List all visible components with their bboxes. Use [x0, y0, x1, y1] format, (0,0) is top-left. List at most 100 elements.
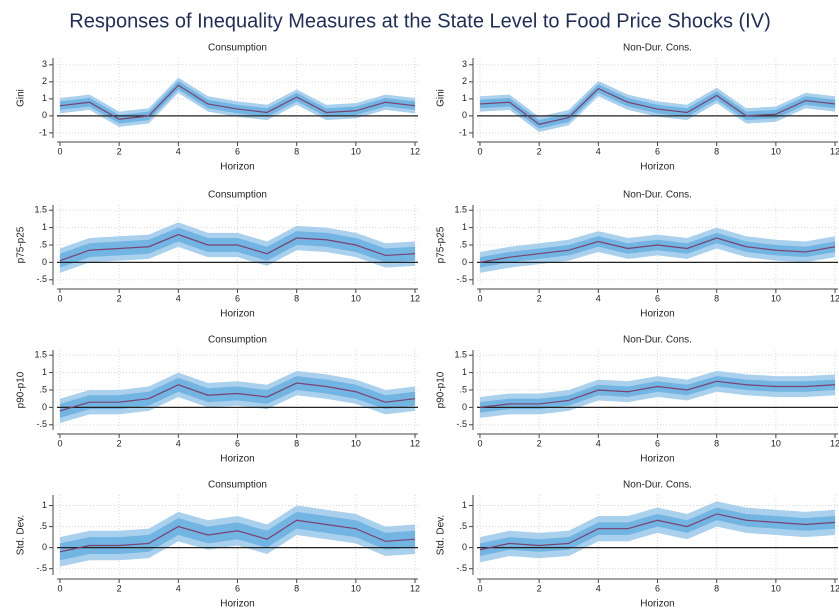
- y-tick-label: -.5: [456, 563, 467, 573]
- x-tick-label: 6: [235, 146, 240, 156]
- x-axis-label: Horizon: [640, 599, 674, 610]
- estimate-line: [479, 380, 836, 408]
- y-tick-label: -1: [459, 127, 467, 137]
- x-axis-label: Horizon: [220, 162, 254, 173]
- x-tick-label: 4: [596, 146, 601, 156]
- x-tick-label: 0: [477, 293, 482, 303]
- y-tick-label: 1.5: [454, 205, 467, 215]
- x-tick-label: 8: [294, 583, 299, 593]
- x-tick-label: 6: [655, 583, 660, 593]
- panel-title: Non-Dur. Cons.: [623, 480, 692, 491]
- panel-title: Consumption: [208, 480, 267, 491]
- confidence-band: [479, 501, 836, 563]
- y-tick-label: 1: [42, 367, 47, 377]
- y-tick-label: 1: [462, 367, 467, 377]
- x-tick-label: 8: [294, 438, 299, 448]
- x-tick-label: 6: [655, 146, 660, 156]
- x-tick-label: 10: [771, 438, 781, 448]
- estimate-line: [59, 519, 416, 553]
- y-tick-label: 1: [42, 222, 47, 232]
- y-tick-label: 0: [462, 542, 467, 552]
- x-tick-label: 12: [410, 146, 420, 156]
- y-tick-label: .5: [459, 521, 467, 531]
- y-tick-label: -.5: [456, 419, 467, 429]
- x-axis-label: Horizon: [220, 454, 254, 465]
- x-tick-label: 12: [410, 293, 420, 303]
- y-tick-label: 2: [462, 76, 467, 86]
- x-tick-label: 12: [830, 293, 839, 303]
- y-tick-label: 0: [462, 110, 467, 120]
- x-tick-label: 2: [537, 583, 542, 593]
- x-tick-label: 10: [351, 146, 361, 156]
- x-tick-label: 8: [714, 583, 719, 593]
- y-tick-label: 0: [42, 110, 47, 120]
- y-tick-label: 1: [42, 500, 47, 510]
- x-tick-label: 0: [57, 293, 62, 303]
- panel: Non-Dur. Cons.-.50.510 2 4 6 8 10 12HorizonStd…: [436, 480, 839, 610]
- x-tick-label: 0: [477, 583, 482, 593]
- x-tick-label: 6: [655, 293, 660, 303]
- x-tick-label: 8: [714, 146, 719, 156]
- estimate-line: [479, 513, 836, 551]
- x-tick-label: 6: [655, 438, 660, 448]
- estimate-line: [479, 237, 836, 263]
- x-tick-label: 2: [117, 583, 122, 593]
- x-tick-label: 4: [176, 146, 181, 156]
- x-tick-label: 8: [714, 438, 719, 448]
- x-tick-label: 6: [235, 438, 240, 448]
- x-axis-label: Horizon: [220, 599, 254, 610]
- y-axis-label: Gini: [16, 89, 27, 107]
- x-tick-label: 10: [771, 146, 781, 156]
- confidence-band: [479, 232, 836, 268]
- x-tick-label: 8: [294, 146, 299, 156]
- x-tick-label: 2: [117, 293, 122, 303]
- x-tick-label: 4: [176, 293, 181, 303]
- x-tick-label: 0: [57, 583, 62, 593]
- x-tick-label: 12: [410, 438, 420, 448]
- estimate-line: [479, 87, 836, 126]
- x-tick-label: 10: [771, 583, 781, 593]
- figure-title: Responses of Inequality Measures at the …: [69, 10, 770, 32]
- panel-title: Consumption: [208, 335, 267, 346]
- y-tick-label: -1: [39, 127, 47, 137]
- panel-title: Non-Dur. Cons.: [623, 43, 692, 54]
- y-tick-label: 1: [462, 222, 467, 232]
- y-tick-label: 1: [462, 500, 467, 510]
- x-tick-label: 2: [537, 438, 542, 448]
- x-tick-label: 2: [117, 146, 122, 156]
- y-tick-label: -.5: [36, 274, 47, 284]
- x-axis-label: Horizon: [640, 309, 674, 320]
- estimate-line: [59, 233, 416, 262]
- x-tick-label: 0: [477, 146, 482, 156]
- panel: Consumption -.5 0 .5 1 1.5 0 2 4 6 8 10 12 Horizon p90…: [16, 335, 420, 465]
- y-tick-label: 0: [462, 257, 467, 267]
- y-tick-label: .5: [39, 384, 47, 394]
- x-tick-label: 12: [830, 438, 839, 448]
- y-axis-label: Std. Dev.: [436, 515, 447, 555]
- estimate-line: [59, 382, 416, 412]
- estimate-line: [59, 84, 416, 120]
- x-tick-label: 4: [596, 583, 601, 593]
- panel: Non-Dur. Cons. -.5 0 .5 1 1.5 0 2 4 6 8 10 12 Horizon…: [436, 190, 839, 320]
- y-tick-label: -.5: [456, 274, 467, 284]
- y-tick-label: .5: [459, 239, 467, 249]
- panel-title: Consumption: [208, 43, 267, 54]
- y-tick-label: 3: [462, 59, 467, 69]
- x-tick-label: 4: [596, 293, 601, 303]
- y-tick-label: .5: [459, 384, 467, 394]
- x-axis-label: Horizon: [640, 454, 674, 465]
- y-tick-label: 0: [462, 402, 467, 412]
- x-axis-label: Horizon: [220, 309, 254, 320]
- panel: Consumption -.5 0 .5 1 1.5 0 2 4 6 8 10 12 Horizon p75…: [16, 190, 420, 320]
- panel: Non-Dur. Cons. -.5 0 .5 1 1.5 0 2 4 6 8 10 12 Horizon…: [436, 335, 839, 465]
- y-tick-label: -.5: [36, 419, 47, 429]
- x-tick-label: 12: [410, 583, 420, 593]
- y-tick-label: 0: [42, 257, 47, 267]
- y-tick-label: 2: [42, 76, 47, 86]
- y-tick-label: 1: [462, 93, 467, 103]
- x-axis-label: Horizon: [640, 162, 674, 173]
- x-tick-label: 10: [351, 293, 361, 303]
- panel-title: Non-Dur. Cons.: [623, 335, 692, 346]
